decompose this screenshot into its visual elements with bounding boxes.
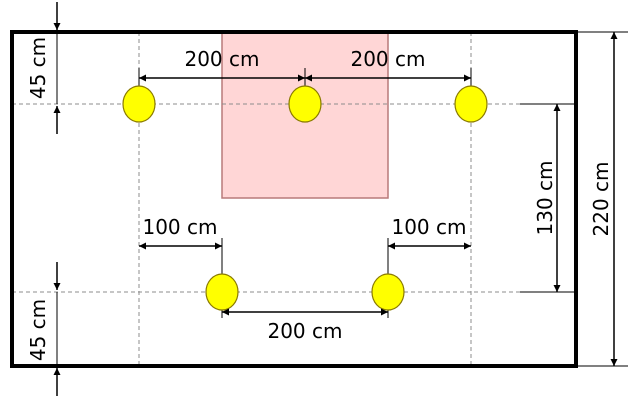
label-offset-left: 100 cm xyxy=(142,215,217,239)
light-top-left xyxy=(122,85,156,123)
label-total-depth: 220 cm xyxy=(589,161,613,236)
label-top-span-right: 200 cm xyxy=(350,47,425,71)
label-top-span-left: 200 cm xyxy=(184,47,259,71)
light-top-right xyxy=(454,85,488,123)
label-bottom-left-offset: 45 cm xyxy=(26,299,50,361)
light-top-center xyxy=(288,85,322,123)
label-offset-right: 100 cm xyxy=(391,215,466,239)
dimension-arrows xyxy=(53,2,618,396)
light-bottom-left xyxy=(205,273,239,311)
label-top-left-offset: 45 cm xyxy=(26,37,50,99)
label-row-spacing: 130 cm xyxy=(533,160,557,235)
label-bottom-span: 200 cm xyxy=(267,319,342,343)
lights xyxy=(122,85,488,311)
light-bottom-right xyxy=(371,273,405,311)
room-outline xyxy=(10,30,578,368)
